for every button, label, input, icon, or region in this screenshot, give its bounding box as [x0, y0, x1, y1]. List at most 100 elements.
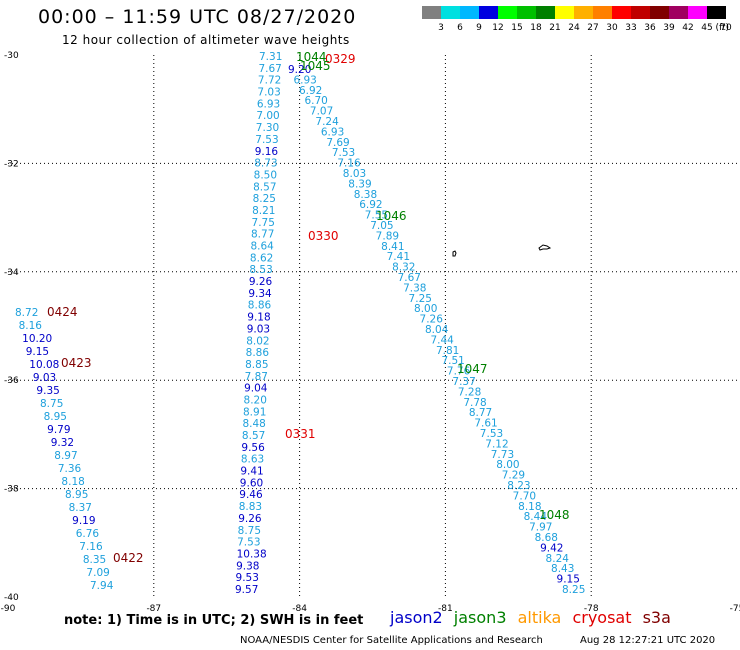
jason3-track-value: 8.00 [414, 303, 437, 315]
pass-time-label: 1044 [296, 50, 327, 64]
cryosat-track-value: 9.03 [247, 323, 270, 335]
page-subtitle: 12 hour collection of altimeter wave hei… [62, 33, 350, 47]
legend-swatch [460, 6, 479, 19]
cryosat-track-value: 9.57 [235, 584, 258, 596]
s3a-track-value: 8.72 [15, 307, 38, 319]
cryosat-track-value: 8.83 [239, 501, 262, 513]
jason3-track-value: 8.18 [518, 501, 541, 513]
legend-swatch [479, 6, 498, 19]
cryosat-track-value: 8.21 [252, 205, 275, 217]
sat-s3a-label: s3a [642, 608, 671, 627]
jason3-track-value: 6.70 [304, 95, 327, 107]
jason3-track-value: 7.29 [502, 470, 525, 482]
jason3-track-value: 8.25 [562, 584, 585, 596]
jason3-track-value: 9.20 [288, 64, 311, 76]
cryosat-track-value: 8.73 [254, 158, 277, 170]
jason3-track-value: 8.41 [381, 241, 404, 253]
cryosat-track-value: 7.30 [256, 122, 279, 134]
lon-tick-label: -75 [730, 604, 740, 614]
s3a-track-value: 8.18 [61, 476, 84, 488]
jason3-track-value: 7.97 [529, 522, 552, 534]
s3a-track-value: 8.75 [40, 398, 63, 410]
jason3-track-value: 7.69 [326, 137, 349, 149]
jason3-track-value: 7.73 [491, 449, 514, 461]
s3a-track-value: 8.97 [54, 450, 77, 462]
cryosat-track-value: 6.93 [257, 98, 280, 110]
cryosat-track-value: 9.41 [240, 466, 263, 478]
cryosat-track-value: 10.38 [237, 548, 267, 560]
s3a-track-value: 8.95 [65, 489, 88, 501]
jason3-track-value: 7.07 [310, 106, 333, 118]
cryosat-track-value: 8.86 [246, 347, 270, 359]
cryosat-track-value: 8.02 [246, 335, 269, 347]
pass-time-label: 0422 [113, 551, 144, 565]
jason3-track-value: 7.89 [376, 230, 399, 242]
lat-tick-label: -34 [4, 268, 19, 278]
pass-time-label: 1048 [539, 508, 570, 522]
jason3-track-value: 7.61 [474, 418, 497, 430]
lon-tick-label: -90 [1, 604, 16, 614]
jason3-track-value: 7.67 [398, 272, 421, 284]
cryosat-track-value: 8.75 [238, 525, 261, 537]
sat-jason2-label: jason2 [390, 608, 443, 627]
legend-tick-label: 12 [492, 23, 503, 33]
s3a-track-value: 10.20 [22, 333, 52, 345]
jason3-track-value: 7.78 [463, 397, 486, 409]
footer-note: note: 1) Time is in UTC; 2) SWH is in fe… [64, 613, 364, 628]
jason3-track-value: 7.81 [436, 345, 459, 357]
jason3-track-value: 8.03 [343, 168, 366, 180]
cryosat-track-value: 7.53 [237, 537, 260, 549]
page-title: 00:00 – 11:59 UTC 08/27/2020 [38, 6, 357, 28]
generated-timestamp: Aug 28 12:27:21 UTC 2020 [580, 635, 716, 646]
cryosat-track-value: 9.16 [255, 146, 279, 158]
legend-swatch [536, 6, 555, 19]
cryosat-track-value: 7.31 [259, 51, 282, 63]
sat-cryosat-label: cryosat [572, 608, 632, 627]
pass-time-label: 0424 [47, 305, 78, 319]
pass-time-label: 0423 [61, 356, 92, 370]
jason3-track-value: 7.38 [403, 282, 426, 294]
s3a-track-value: 10.08 [29, 359, 59, 371]
sat-jason3-label: jason3 [453, 608, 507, 627]
cryosat-track-value: 8.48 [242, 418, 265, 430]
jason3-track-value: 7.37 [452, 376, 475, 388]
legend-tick-label: 15 [511, 23, 522, 33]
s3a-track-value: 7.09 [86, 567, 109, 579]
cryosat-track-value: 8.64 [250, 241, 274, 253]
jason3-track-value: 7.41 [387, 251, 410, 263]
legend-tick-label: 27 [587, 23, 598, 33]
cryosat-track-value: 9.04 [244, 383, 268, 395]
s3a-track-value: 9.35 [36, 385, 59, 397]
cryosat-track-value: 8.85 [245, 359, 268, 371]
jason3-track-value: 8.68 [535, 532, 558, 544]
legend-tick-label: 6 [457, 23, 463, 33]
cryosat-track-value: 9.26 [238, 513, 262, 525]
lat-lon-grid: -30 -32 -34 -36 -38 -40-90 -87 -84 -81 -78 -75 [1, 51, 740, 614]
cryosat-track-value: 8.91 [243, 406, 266, 418]
jason3-track-value: 7.76 [447, 366, 471, 378]
lat-tick-label: -40 [4, 593, 19, 603]
jason3-track-value: 9.15 [557, 574, 580, 586]
cryosat-track-value: 8.50 [254, 169, 277, 181]
credit-line: NOAA/NESDIS Center for Satellite Applica… [240, 635, 543, 646]
cryosat-track-value: 9.34 [248, 288, 272, 300]
legend-swatch [422, 6, 441, 19]
legend-swatch [441, 6, 460, 19]
legend-swatch [574, 6, 593, 19]
cryosat-track-value: 9.38 [236, 560, 259, 572]
lat-tick-label: -38 [4, 485, 19, 495]
jason3-track-value: 6.93 [321, 126, 344, 138]
island-outline [538, 244, 552, 251]
s3a-track-value: 9.15 [26, 346, 49, 358]
s3a-track-value: 6.76 [76, 528, 100, 540]
cryosat-track-value: 8.57 [242, 430, 265, 442]
satellite-legend: jason2 jason3 altika cryosat s3a [390, 608, 671, 627]
jason3-track-value: 8.77 [469, 407, 492, 419]
s3a-track-value: 9.03 [33, 372, 56, 384]
cryosat-track-value: 9.60 [240, 477, 263, 489]
cryosat-track-value: 7.00 [256, 110, 279, 122]
pass-time-label: 1047 [457, 362, 488, 376]
altimeter-tracks: 8.728.1610.209.1510.089.039.358.758.959.… [15, 51, 585, 596]
s3a-track-value: 8.95 [44, 411, 67, 423]
lat-tick-label: -36 [4, 376, 19, 386]
